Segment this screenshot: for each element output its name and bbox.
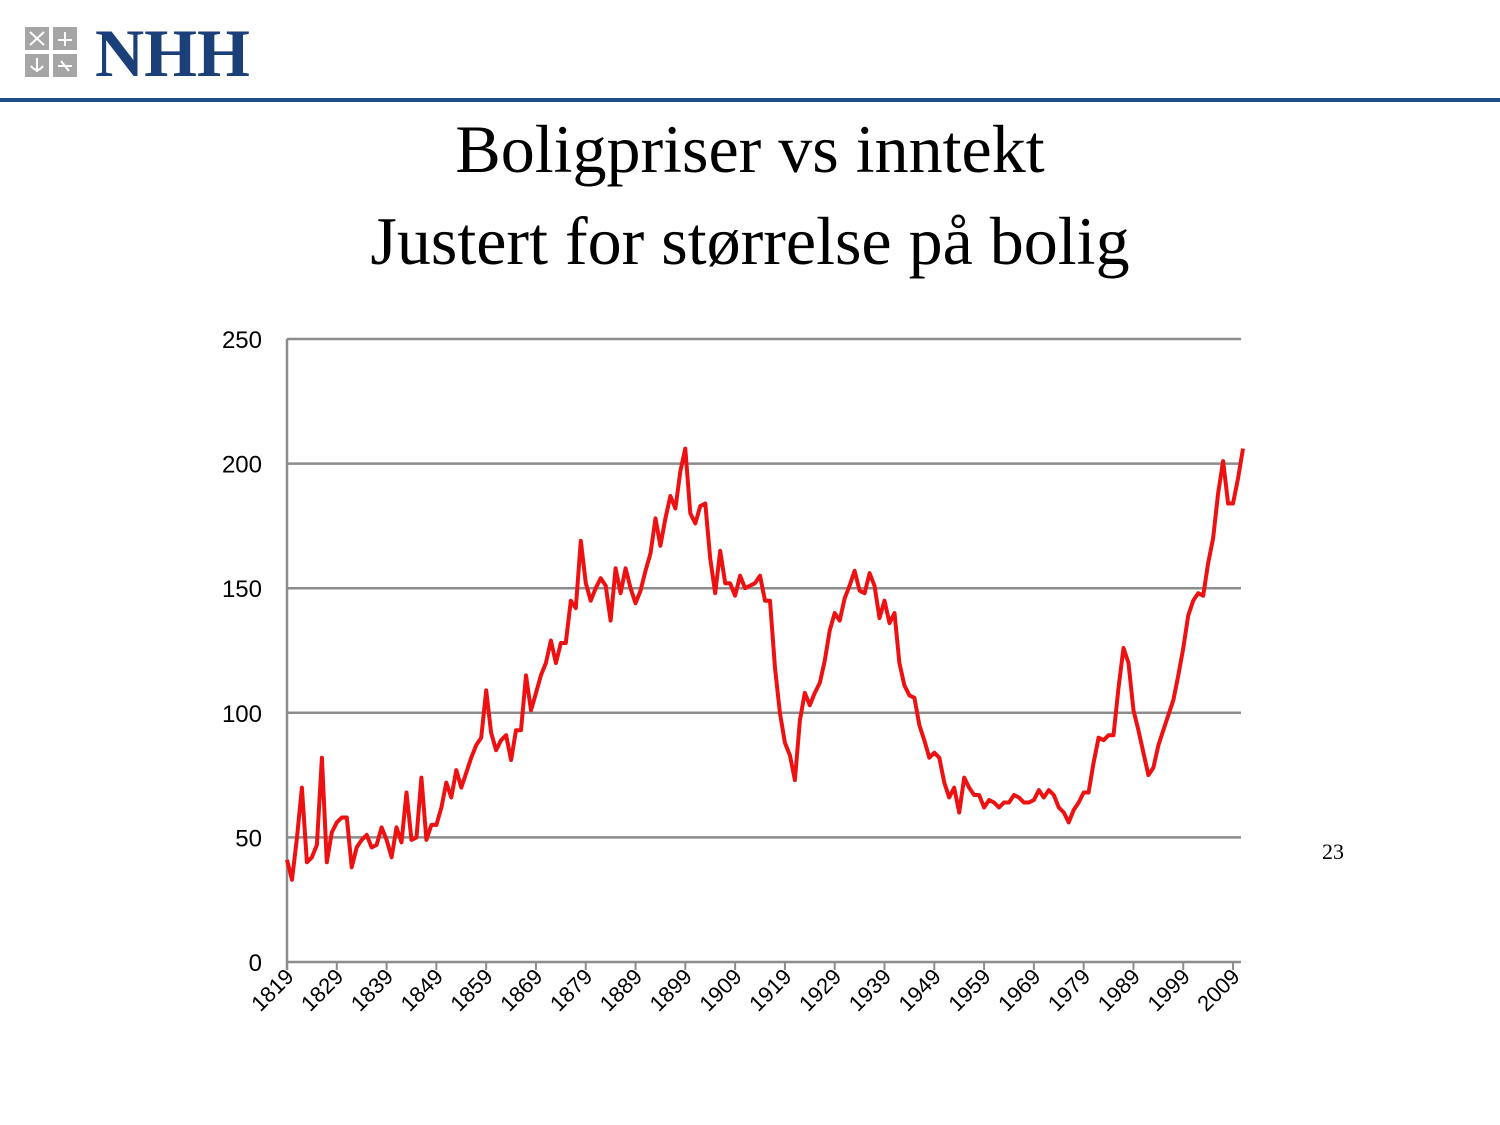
- x-tick-label: 1869: [495, 964, 547, 1016]
- x-tick-label: 1879: [545, 964, 597, 1016]
- data-line: [285, 446, 1245, 882]
- y-tick-label: 200: [222, 452, 262, 479]
- chart-subtitle: Justert for størrelse på bolig: [370, 203, 1129, 279]
- logo-icon: [25, 27, 77, 77]
- y-tick-label: 250: [222, 327, 262, 354]
- x-tick-label: 1859: [445, 964, 497, 1016]
- x-tick-label: 1979: [1043, 964, 1095, 1016]
- x-tick-label: 1989: [1093, 964, 1145, 1016]
- x-tick-label: 1849: [396, 964, 448, 1016]
- x-tick-label: 2009: [1192, 964, 1244, 1016]
- y-tick-label: 0: [249, 950, 262, 977]
- x-tick-label: 1839: [346, 964, 398, 1016]
- y-tick-label: 100: [222, 701, 262, 728]
- plot: 0501001502002501819182918391849185918691…: [222, 327, 1245, 1016]
- x-tick-label: 1939: [844, 964, 896, 1016]
- x-tick-label: 1999: [1142, 964, 1194, 1016]
- x-tick-label: 1919: [744, 964, 796, 1016]
- header-rule: [0, 98, 1500, 102]
- y-tick-label: 50: [235, 825, 262, 852]
- x-tick-label: 1899: [645, 964, 697, 1016]
- x-tick-label: 1969: [993, 964, 1045, 1016]
- logo-text: NHH: [95, 15, 250, 91]
- x-tick-label: 1949: [894, 964, 946, 1016]
- x-tick-label: 1929: [794, 964, 846, 1016]
- x-tick-label: 1829: [296, 964, 348, 1016]
- x-tick-label: 1959: [943, 964, 995, 1016]
- page-number: 23: [1322, 839, 1344, 864]
- y-tick-label: 150: [222, 576, 262, 603]
- chart-title: Boligpriser vs inntekt: [455, 111, 1044, 187]
- x-tick-label: 1909: [694, 964, 746, 1016]
- x-tick-label: 1889: [595, 964, 647, 1016]
